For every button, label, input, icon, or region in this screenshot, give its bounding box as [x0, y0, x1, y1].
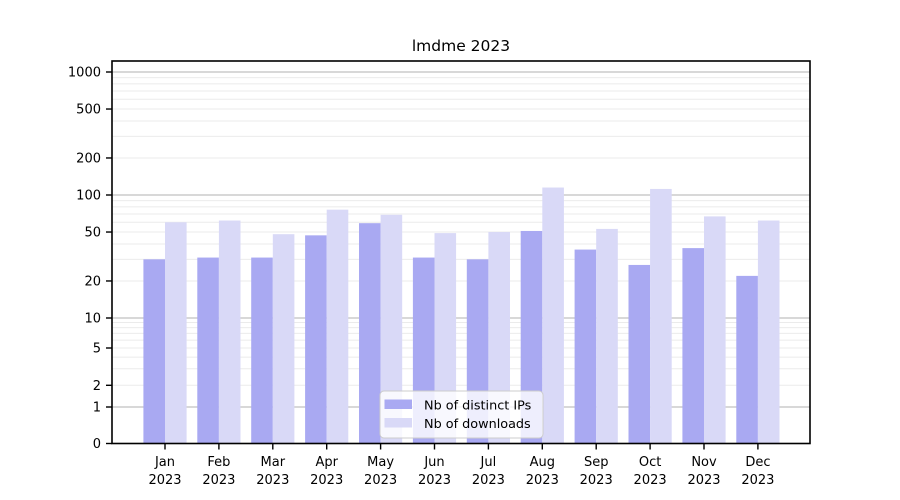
chart-title: lmdme 2023: [412, 37, 510, 55]
y-tick-label-1: 1: [93, 401, 101, 416]
bar-nb-of-distinct-ips-apr: [305, 235, 327, 444]
plot-border: [111, 60, 811, 445]
x-tick-label-month-jan: Jan: [154, 455, 175, 470]
x-tick-label-year: 2023: [202, 473, 235, 488]
bar-nb-of-downloads-aug: [542, 187, 564, 444]
y-axis-ticks: 0 1 2 5 10 20 50 100 200 500 1000: [68, 66, 112, 452]
bar-nb-of-downloads-sep: [596, 228, 618, 444]
bar-nb-of-distinct-ips-nov: [682, 248, 704, 444]
x-tick-label-month-may: May: [367, 455, 394, 470]
x-tick-label-month-sep: Sep: [584, 455, 609, 470]
x-tick-label-month-jul: Jul: [480, 455, 497, 470]
legend-label-distinct-ips: Nb of distinct IPs: [424, 399, 532, 414]
x-tick-label-year: 2023: [418, 473, 451, 488]
bar-nb-of-distinct-ips-oct: [628, 264, 651, 444]
x-tick-label-year: 2023: [256, 473, 289, 488]
y-tick-label-10: 10: [84, 312, 101, 327]
bar-nb-of-downloads-feb: [218, 220, 241, 444]
y-tick-label-20: 20: [84, 274, 101, 289]
x-tick-label-month-aug: Aug: [530, 455, 555, 470]
x-tick-label-month-mar: Mar: [261, 455, 286, 470]
x-tick-label-year: 2023: [634, 473, 667, 488]
legend-label-downloads: Nb of downloads: [424, 417, 531, 432]
x-tick-label-year: 2023: [741, 473, 774, 488]
y-tick-label-1000: 1000: [68, 66, 101, 81]
y-tick-label-100: 100: [76, 189, 101, 204]
legend-swatch-downloads: [384, 418, 412, 428]
bar-nb-of-distinct-ips-may: [359, 223, 381, 444]
bar-nb-of-downloads-jan: [165, 222, 187, 444]
y-tick-label-50: 50: [84, 226, 101, 241]
bar-nb-of-distinct-ips-mar: [251, 257, 273, 444]
bar-nb-of-distinct-ips-aug: [520, 230, 543, 444]
bar-nb-of-downloads-mar: [272, 234, 295, 444]
x-tick-label-year: 2023: [148, 473, 181, 488]
x-tick-label-month-apr: Apr: [315, 455, 338, 470]
bar-nb-of-downloads-dec: [757, 220, 780, 444]
legend: Nb of distinct IPs Nb of downloads: [379, 390, 544, 439]
x-tick-label-month-nov: Nov: [691, 455, 717, 470]
bar-nb-of-downloads-nov: [704, 216, 726, 444]
bar-nb-of-downloads-oct: [650, 188, 672, 444]
legend-swatch-distinct-ips: [384, 399, 412, 409]
bar-nb-of-downloads-may: [380, 214, 403, 444]
bar-nb-of-distinct-ips-feb: [197, 257, 219, 444]
x-tick-label-year: 2023: [364, 473, 397, 488]
bar-nb-of-distinct-ips-sep: [574, 249, 597, 444]
x-axis-ticks: Jan 2023 Feb 2023 Mar 2023 Apr 2023 May 2023 Jun 20…: [148, 443, 774, 488]
x-tick-label-month-feb: Feb: [207, 455, 230, 470]
y-tick-label-500: 500: [76, 103, 101, 118]
y-tick-label-5: 5: [93, 342, 101, 357]
x-tick-label-year: 2023: [472, 473, 505, 488]
x-tick-label-year: 2023: [526, 473, 559, 488]
x-tick-label-year: 2023: [310, 473, 343, 488]
y-tick-label-2: 2: [93, 379, 101, 394]
x-tick-label-year: 2023: [580, 473, 613, 488]
bar-nb-of-distinct-ips-dec: [736, 275, 758, 444]
y-tick-label-200: 200: [76, 151, 101, 166]
x-tick-label-month-dec: Dec: [745, 455, 770, 470]
x-tick-label-month-jun: Jun: [423, 455, 444, 470]
legend-box: [379, 390, 544, 439]
x-tick-label-month-oct: Oct: [639, 455, 661, 470]
bar-nb-of-downloads-apr: [326, 209, 349, 444]
y-tick-label-0: 0: [93, 437, 101, 452]
bar-nb-of-distinct-ips-jan: [143, 259, 165, 444]
x-tick-label-year: 2023: [687, 473, 720, 488]
